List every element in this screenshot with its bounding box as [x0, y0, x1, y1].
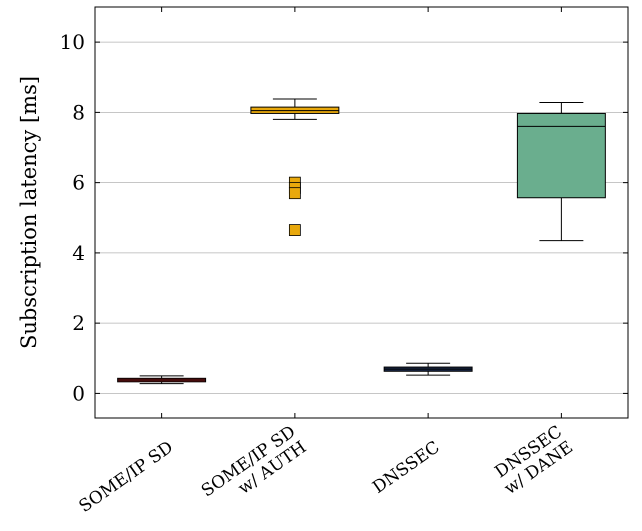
- plot-frame: [94, 6, 629, 419]
- x-tick-label: SOME/IP SD: [76, 437, 178, 516]
- x-tick-label: DNSSEC: [369, 437, 443, 498]
- y-tick-label: 4: [72, 241, 85, 265]
- y-tick-label: 0: [72, 381, 85, 405]
- outlier-marker: [288, 224, 301, 236]
- y-axis-ticks: 0 2 4 6 8 10: [60, 30, 628, 405]
- category-label: DNSSEC: [369, 437, 443, 498]
- box-1: [117, 375, 207, 385]
- y-tick-label: 2: [72, 311, 85, 335]
- box-3: [383, 362, 473, 376]
- y-tick-label: 10: [60, 30, 85, 54]
- y-tick-label: 8: [72, 100, 85, 124]
- y-axis-title: Subscription latency [ms]: [17, 76, 41, 349]
- category-label: SOME/IP SDw/ AUTH: [198, 422, 310, 501]
- box-2: [250, 98, 340, 236]
- box-series: [117, 98, 606, 385]
- x-axis-ticks: SOME/IP SD SOME/IP SDw/ AUTH DNSSEC DNSSECw…: [76, 7, 577, 517]
- category-label: SOME/IP SD: [76, 437, 178, 516]
- box-4: [516, 102, 606, 242]
- iqr-box: [516, 112, 606, 199]
- y-tick-label: 6: [72, 171, 85, 195]
- grid-lines: [95, 41, 628, 394]
- outlier-marker: [288, 187, 301, 200]
